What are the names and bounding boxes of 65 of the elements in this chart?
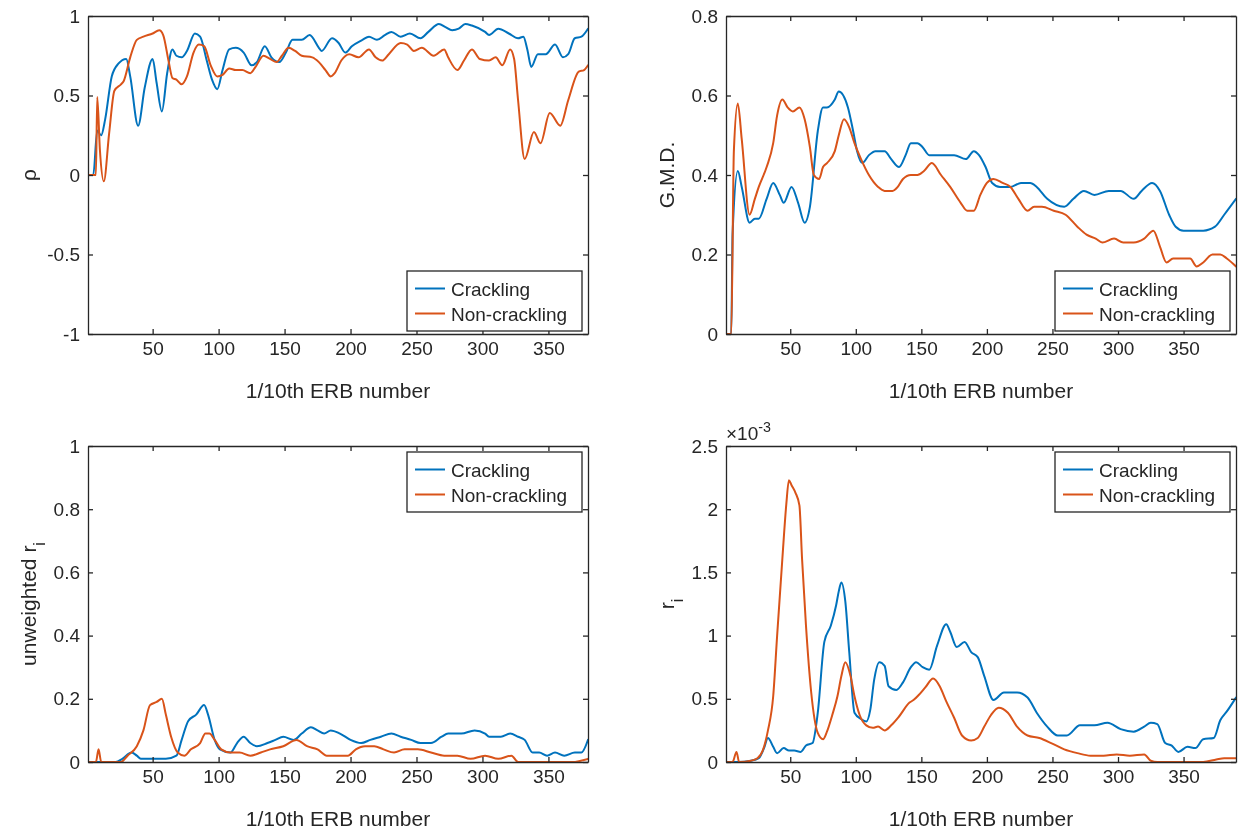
- x-tick-label: 250: [1037, 766, 1069, 788]
- y-tick-label: 1.5: [691, 561, 718, 583]
- x-tick-label: 150: [906, 766, 938, 788]
- x-tick-label: 350: [1168, 338, 1200, 360]
- x-axis-title: 1/10th ERB number: [245, 807, 431, 830]
- y-tick-label: 0: [707, 751, 718, 773]
- y-tick-label: 0.2: [691, 244, 718, 266]
- y-tick-label: 0.5: [691, 688, 718, 710]
- y-tick-label: 0: [69, 164, 80, 186]
- x-axis-title: 1/10th ERB number: [245, 379, 431, 402]
- x-tick-label: 100: [840, 766, 873, 788]
- y-tick-label: 1: [707, 625, 718, 647]
- legend-label: Non-crackling: [1099, 484, 1216, 506]
- x-tick-label: 350: [1168, 766, 1200, 788]
- x-axis-title: 1/10th ERB number: [888, 807, 1074, 830]
- x-tick-label: 50: [780, 338, 802, 360]
- x-tick-label: 50: [142, 338, 164, 360]
- y-tick-label: 2.5: [691, 435, 718, 457]
- y-tick-label: 2: [707, 498, 718, 520]
- y-tick-label: -1: [63, 323, 80, 345]
- y-tick-label: 0.2: [53, 688, 80, 710]
- y-tick-label: 0.8: [691, 5, 718, 27]
- y-tick-label: 0.4: [691, 164, 719, 186]
- x-tick-label: 50: [780, 766, 802, 788]
- legend-label: Crackling: [1099, 278, 1179, 300]
- x-tick-label: 100: [203, 338, 235, 360]
- x-tick-label: 250: [401, 338, 433, 360]
- x-tick-label: 350: [533, 766, 565, 788]
- legend-label: Non-crackling: [451, 303, 568, 325]
- legend-label: Non-crackling: [451, 484, 568, 506]
- y-tick-label: 0: [69, 751, 80, 773]
- x-axis-title: 1/10th ERB number: [888, 379, 1074, 402]
- x-tick-label: 200: [971, 766, 1004, 788]
- legend-label: Non-crackling: [1099, 303, 1216, 325]
- x-tick-label: 300: [467, 338, 499, 360]
- y-tick-label: 0: [707, 323, 718, 345]
- x-tick-label: 300: [1102, 766, 1135, 788]
- y-tick-label: 1: [69, 5, 80, 27]
- text: ×10$^{-3}$: [726, 419, 771, 444]
- y-tick-label: 0.8: [53, 498, 80, 520]
- x-tick-label: 300: [1102, 338, 1135, 360]
- x-tick-label: 250: [401, 766, 433, 788]
- x-tick-label: 350: [533, 338, 565, 360]
- legend-label: Crackling: [451, 278, 531, 300]
- x-tick-label: 250: [1037, 338, 1069, 360]
- y-tick-label: -0.5: [47, 244, 80, 266]
- y-tick-label: 0.6: [691, 85, 718, 107]
- y-tick-label: 0.4: [53, 625, 81, 647]
- y-axis-title: G.M.D.: [655, 141, 678, 209]
- x-tick-label: 100: [840, 338, 873, 360]
- y-tick-label: 1: [69, 435, 80, 457]
- x-tick-label: 150: [269, 338, 301, 360]
- x-tick-label: 200: [335, 338, 367, 360]
- x-tick-label: 150: [269, 766, 301, 788]
- y-tick-label: 0.5: [53, 85, 80, 107]
- y-axis-title: ρ: [17, 168, 40, 181]
- x-tick-label: 50: [142, 766, 164, 788]
- x-tick-label: 200: [971, 338, 1004, 360]
- x-tick-label: 150: [906, 338, 938, 360]
- y-tick-label: 0.6: [53, 561, 80, 583]
- legend-label: Crackling: [1099, 459, 1179, 481]
- x-tick-label: 300: [467, 766, 499, 788]
- x-tick-label: 200: [335, 766, 367, 788]
- legend-label: Crackling: [451, 459, 531, 481]
- x-tick-label: 100: [203, 766, 235, 788]
